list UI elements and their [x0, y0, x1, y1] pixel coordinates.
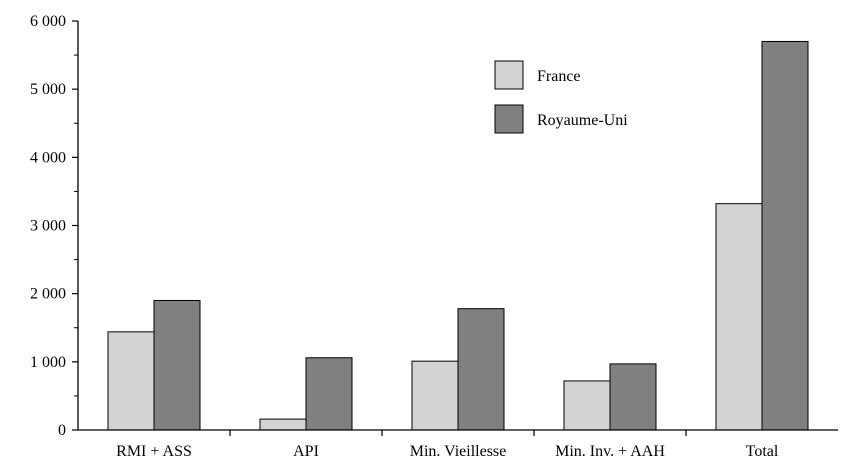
bar-france-total — [715, 203, 763, 431]
y-tick-label: 2 000 — [30, 286, 66, 303]
legend-swatch-royaume-uni — [494, 104, 524, 134]
y-tick-label: 5 000 — [30, 81, 66, 98]
bar-france-api — [259, 418, 307, 431]
y-axis-ticks: 0 1 000 2 000 3 000 4 000 5 000 6 000 — [30, 13, 78, 439]
bar-france-min-vieillesse — [411, 360, 459, 431]
x-axis-ticks: RMI + ASS API Min. Vieillesse Min. Inv. + A… — [116, 430, 779, 460]
y-tick-label: 0 — [58, 422, 66, 439]
x-tick-label: Min. Inv. + AAH — [555, 443, 665, 460]
bar-france-min-inv-aah — [563, 380, 611, 431]
bar-royaume-uni-min-vieillesse — [457, 308, 505, 431]
legend: France Royaume-Uni — [494, 60, 628, 134]
y-tick-label: 6 000 — [30, 13, 66, 30]
x-tick-label: Total — [746, 443, 779, 460]
x-tick-label: Min. Vieillesse — [410, 443, 507, 460]
bar-royaume-uni-api — [305, 357, 353, 431]
bars — [107, 40, 809, 431]
bar-royaume-uni-rmi-ass — [153, 299, 201, 431]
bar-france-rmi-ass — [107, 331, 155, 431]
legend-label-royaume-uni: Royaume-Uni — [537, 112, 628, 129]
y-tick-label: 1 000 — [30, 354, 66, 371]
x-tick-label: API — [293, 443, 319, 460]
bar-royaume-uni-min-inv-aah — [609, 363, 657, 431]
legend-swatch-france — [494, 60, 524, 90]
y-tick-label: 3 000 — [30, 218, 66, 235]
x-tick-label: RMI + ASS — [116, 443, 192, 460]
legend-label-france: France — [537, 68, 581, 85]
bar-royaume-uni-total — [761, 40, 809, 431]
y-tick-label: 4 000 — [30, 149, 66, 166]
